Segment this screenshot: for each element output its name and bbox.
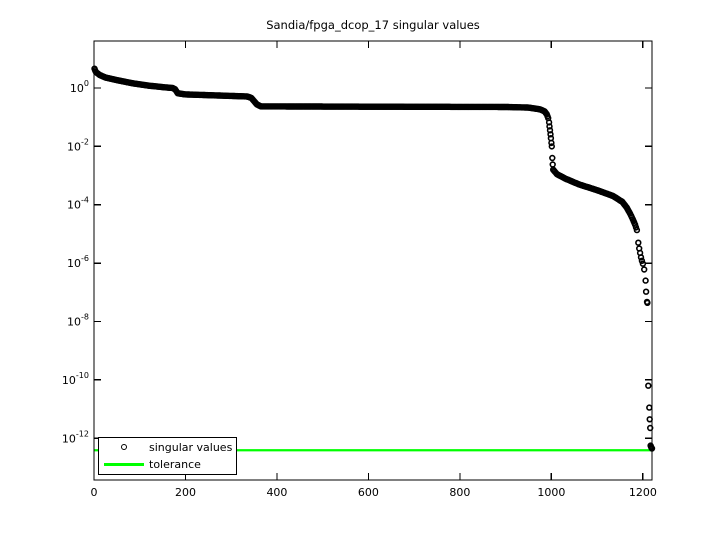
singular-value-points xyxy=(91,65,656,452)
x-axis-tick-labels: 0 200 400 600 800 1000 1200 xyxy=(91,486,657,499)
legend: singular values tolerance xyxy=(98,437,237,475)
legend-item-tolerance: tolerance xyxy=(99,457,236,473)
svg-text:10-6: 10-6 xyxy=(67,254,89,270)
legend-label-singular-values: singular values xyxy=(149,440,233,454)
svg-text:1200: 1200 xyxy=(629,486,657,499)
axes-box xyxy=(93,40,653,481)
legend-label-tolerance: tolerance xyxy=(149,458,201,472)
svg-text:10-2: 10-2 xyxy=(67,137,89,153)
line-marker-icon xyxy=(104,463,144,466)
svg-text:100: 100 xyxy=(70,79,89,95)
svg-text:1000: 1000 xyxy=(537,486,565,499)
svg-text:10-8: 10-8 xyxy=(67,313,89,329)
svg-text:200: 200 xyxy=(175,486,196,499)
legend-item-singular-values: singular values xyxy=(99,439,236,455)
y-axis-tick-labels: 100 10-2 10-4 10-6 10-8 10-10 10-12 xyxy=(62,79,89,445)
svg-text:10-12: 10-12 xyxy=(62,429,89,445)
svg-text:800: 800 xyxy=(449,486,470,499)
x-axis-ticks xyxy=(93,41,644,480)
legend-marker-cell xyxy=(99,463,149,466)
svg-text:600: 600 xyxy=(358,486,379,499)
svg-text:10-4: 10-4 xyxy=(67,196,89,212)
svg-text:400: 400 xyxy=(266,486,287,499)
chart-title: Sandia/fpga_dcop_17 singular values xyxy=(266,18,480,32)
svg-text:0: 0 xyxy=(91,486,98,499)
svg-text:10-10: 10-10 xyxy=(62,371,89,387)
y-axis-ticks xyxy=(94,87,652,439)
circle-marker-icon xyxy=(121,444,127,451)
legend-marker-cell xyxy=(99,444,149,451)
